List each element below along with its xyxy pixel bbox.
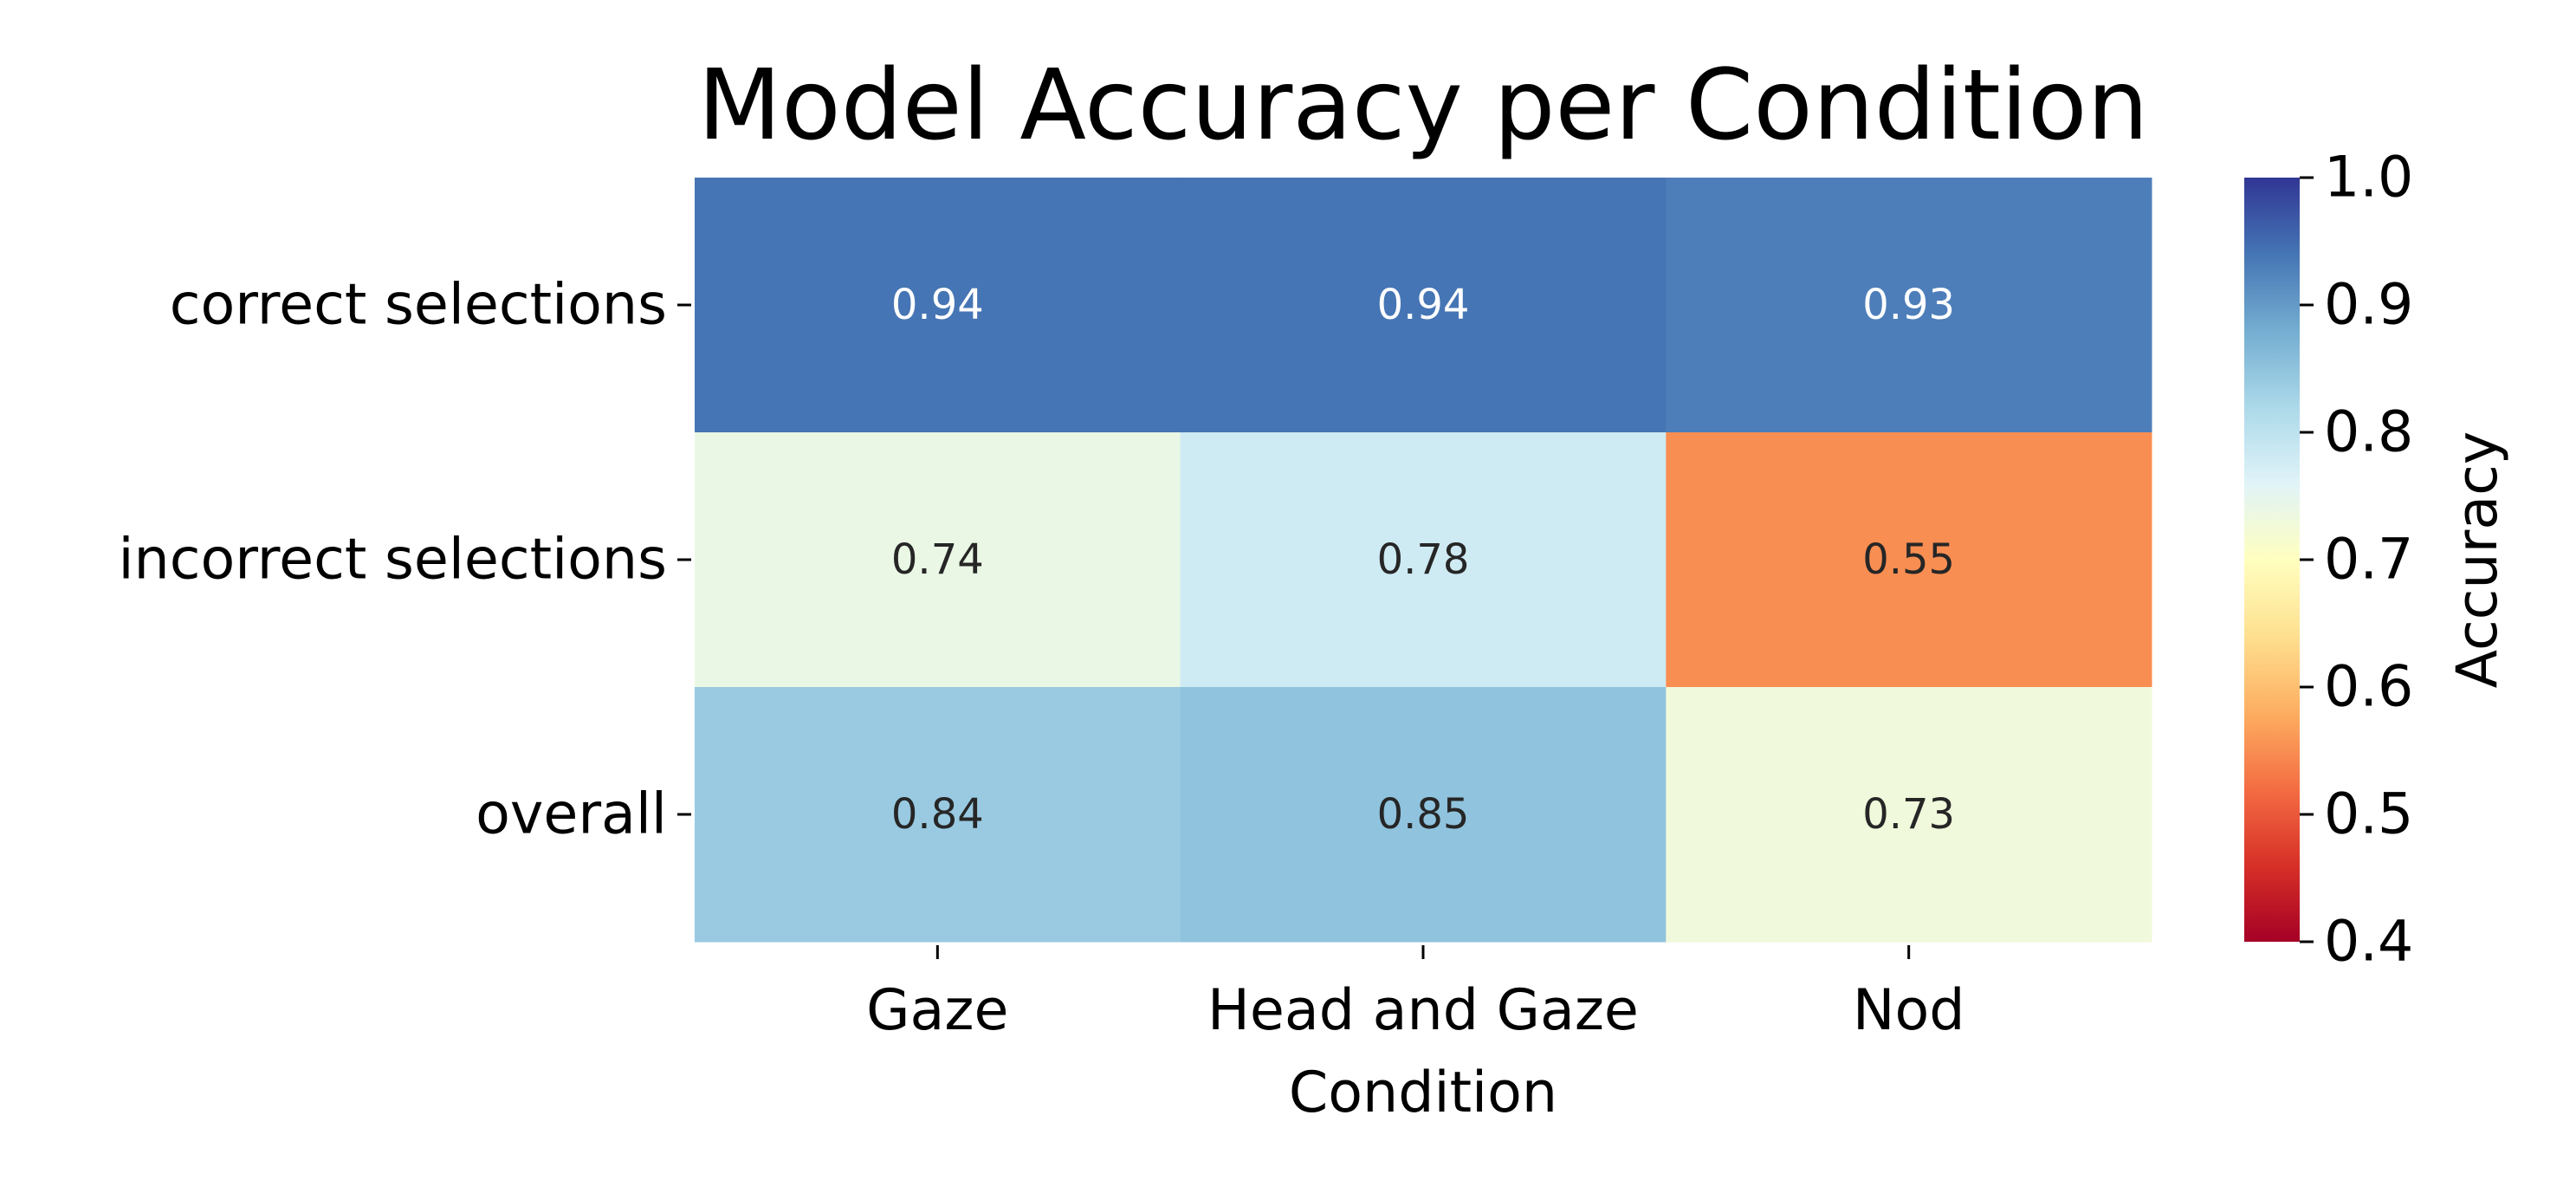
cell-value-label: 0.74 [891,535,984,584]
x-axis-tick-labels: Gaze Head and Gaze Nod [866,945,1964,1043]
colorbar-label: Accuracy [2445,431,2510,689]
heatmap-cell-incorrect-selections-gaze [695,432,1181,688]
colorbar-tick-label: 0.7 [2324,528,2413,593]
heatmap-cell-incorrect-selections-nod [1666,432,2152,688]
colorbar-ticks: 0.4 0.5 0.6 0.7 0.8 0.9 1.0 [2300,146,2413,975]
y-tick-label-correct-selections: correct selections [170,273,667,338]
colorbar-tick-label: 0.8 [2324,400,2413,465]
y-tick-label-overall: overall [476,782,667,847]
cell-value-label: 0.94 [891,281,984,329]
y-axis-tick-labels: correct selections incorrect selections ov… [118,273,691,847]
cell-value-label: 0.84 [891,790,984,839]
colorbar-tick-label: 0.4 [2324,910,2413,975]
cell-value-label: 0.94 [1377,281,1470,329]
colorbar-tick-label: 1.0 [2324,146,2413,211]
x-axis-label: Condition [1289,1060,1557,1125]
heatmap-cell-incorrect-selections-head-and-gaze [1180,432,1667,688]
heatmap-cell-overall-gaze [695,687,1181,943]
heatmap-cell-correct-selections-head-and-gaze [1180,178,1667,433]
cell-value-label: 0.73 [1862,790,1955,839]
heatmap-cells: 0.94 0.94 0.93 0.74 0.78 0.55 0.84 0.85 0.73 [695,178,2152,943]
cell-value-label: 0.93 [1862,281,1955,329]
heatmap-cell-correct-selections-nod [1666,178,2152,433]
colorbar [2244,178,2300,942]
cell-value-label: 0.55 [1862,535,1955,584]
colorbar-tick-label: 0.6 [2324,655,2413,720]
heatmap-cell-correct-selections-gaze [695,178,1181,433]
x-tick-label-nod: Nod [1853,978,1965,1043]
y-tick-label-incorrect-selections: incorrect selections [118,528,667,593]
heatmap-cell-overall-nod [1666,687,2152,943]
chart-title: Model Accuracy per Condition [698,49,2149,162]
colorbar-tick-label: 0.5 [2324,782,2413,847]
heatmap-cell-overall-head-and-gaze [1180,687,1667,943]
cell-value-label: 0.85 [1377,790,1470,839]
x-tick-label-head-and-gaze: Head and Gaze [1207,978,1639,1043]
x-tick-label-gaze: Gaze [866,978,1008,1043]
cell-value-label: 0.78 [1377,535,1470,584]
colorbar-tick-label: 0.9 [2324,273,2413,338]
